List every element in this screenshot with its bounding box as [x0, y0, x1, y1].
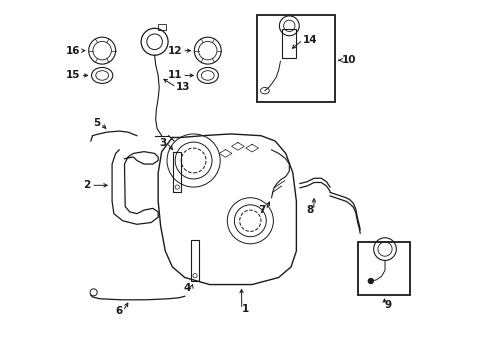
Text: 15: 15 [66, 71, 80, 80]
Text: 8: 8 [306, 205, 314, 215]
Text: 1: 1 [242, 304, 249, 314]
Bar [358, 242, 410, 295]
Text: 4: 4 [184, 283, 191, 293]
Text: 11: 11 [168, 71, 182, 80]
Text: 14: 14 [302, 35, 317, 45]
Text: 6: 6 [116, 306, 122, 316]
Text: 9: 9 [384, 300, 392, 310]
Bar [257, 15, 335, 102]
Bar [158, 24, 166, 30]
Circle shape [368, 278, 374, 284]
Bar [191, 240, 199, 281]
Text: 2: 2 [84, 180, 91, 190]
Bar [173, 152, 181, 192]
Bar [282, 30, 296, 58]
Text: 7: 7 [258, 205, 266, 215]
Text: 16: 16 [66, 46, 80, 56]
Text: 13: 13 [176, 82, 191, 92]
Text: 5: 5 [93, 118, 100, 128]
Text: 12: 12 [168, 46, 182, 56]
Text: 3: 3 [159, 138, 166, 148]
Text: 10: 10 [342, 55, 356, 65]
